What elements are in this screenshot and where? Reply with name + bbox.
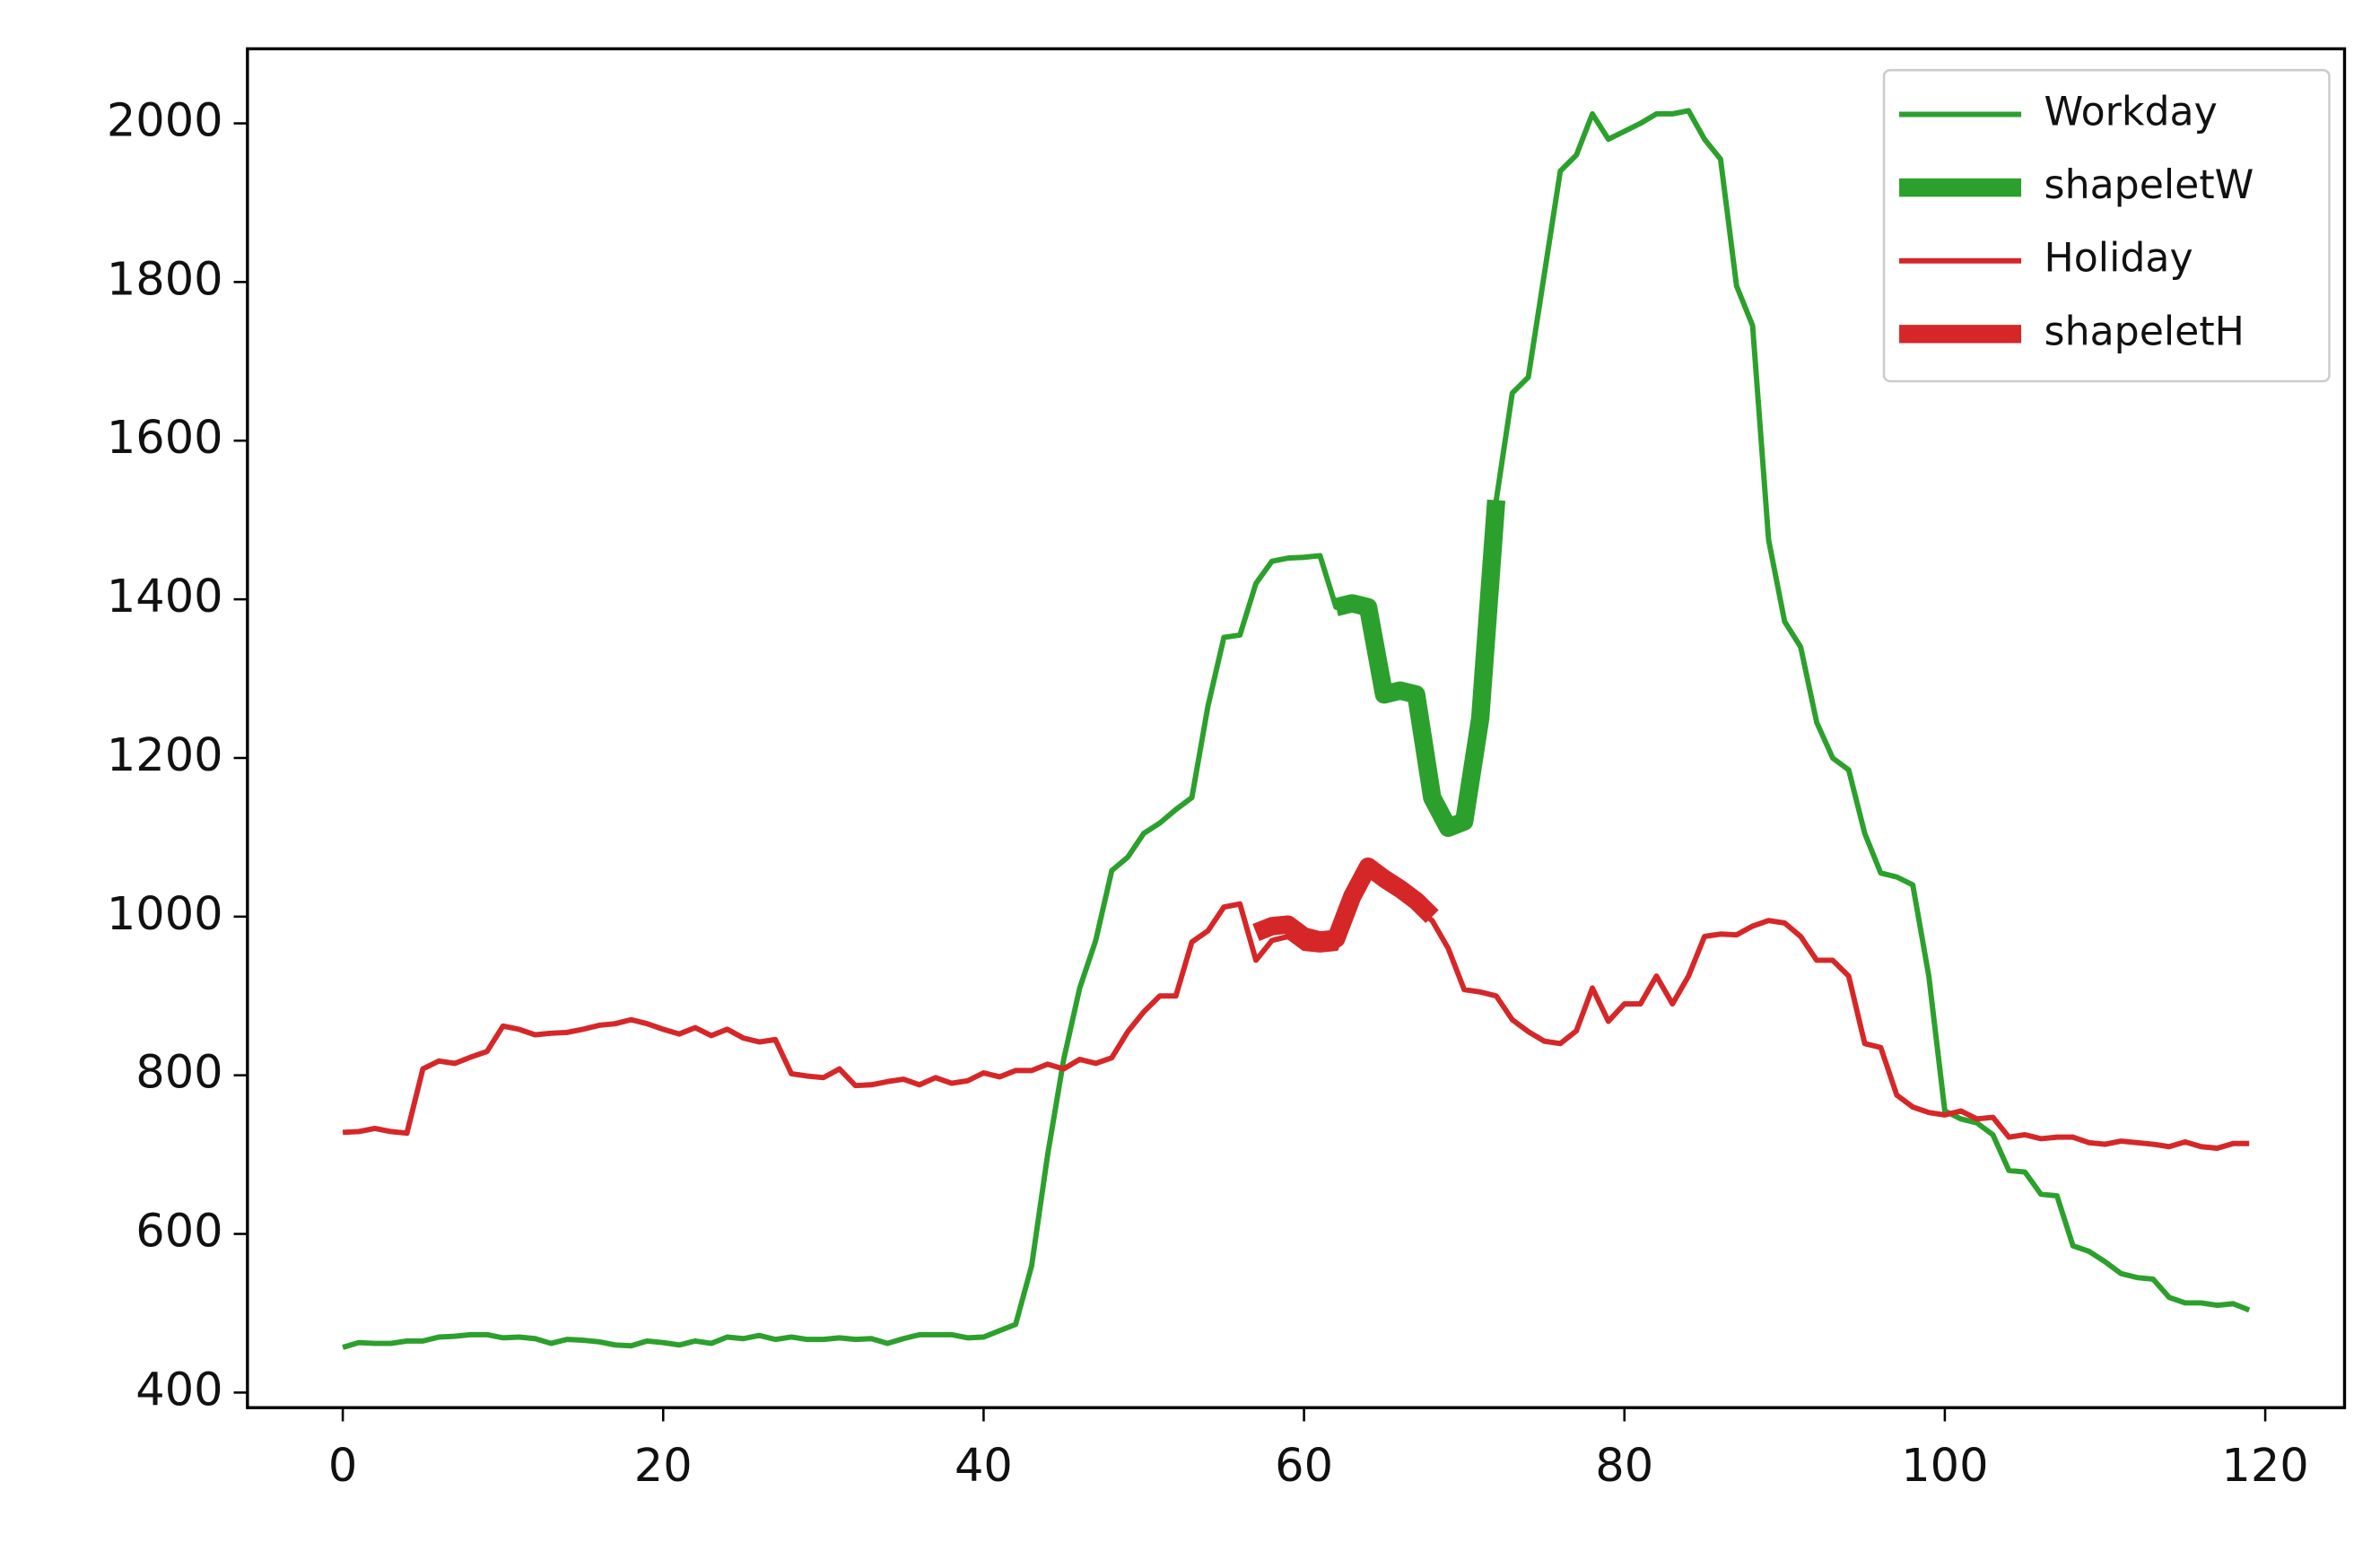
x-tick-label: 80 — [1595, 1440, 1653, 1493]
plot-frame — [246, 47, 2347, 1409]
x-tick-label: 60 — [1275, 1440, 1333, 1493]
y-tick-label: 600 — [135, 1206, 222, 1259]
legend-label: Holiday — [2044, 236, 2193, 282]
series-line — [1252, 857, 1439, 950]
y-tick-label: 1800 — [107, 253, 223, 306]
x-tick-label: 100 — [1901, 1440, 1988, 1493]
legend-label: Workday — [2044, 90, 2218, 135]
series-line — [1333, 499, 1506, 837]
x-tick-label: 20 — [634, 1440, 693, 1493]
y-tick-label: 2000 — [107, 95, 223, 148]
y-tick-label: 1000 — [107, 888, 223, 941]
y-tick-label: 800 — [135, 1047, 222, 1100]
series-line — [342, 108, 2251, 1350]
y-tick-label: 400 — [135, 1364, 222, 1416]
y-tick-label: 1200 — [107, 729, 223, 782]
x-tick-label: 0 — [328, 1440, 357, 1493]
x-tick-label: 40 — [955, 1440, 1013, 1493]
legend-box — [1882, 68, 2331, 383]
series-line — [342, 864, 2250, 1151]
legend-label: shapeletH — [2044, 309, 2245, 354]
legend-label: shapeletW — [2044, 162, 2254, 208]
y-tick-label: 1600 — [107, 412, 223, 465]
legend: Workday shapeletW Holiday shapeletH — [1882, 68, 2331, 383]
x-tick-label: 120 — [2221, 1440, 2308, 1493]
y-tick-label: 1400 — [107, 571, 223, 623]
